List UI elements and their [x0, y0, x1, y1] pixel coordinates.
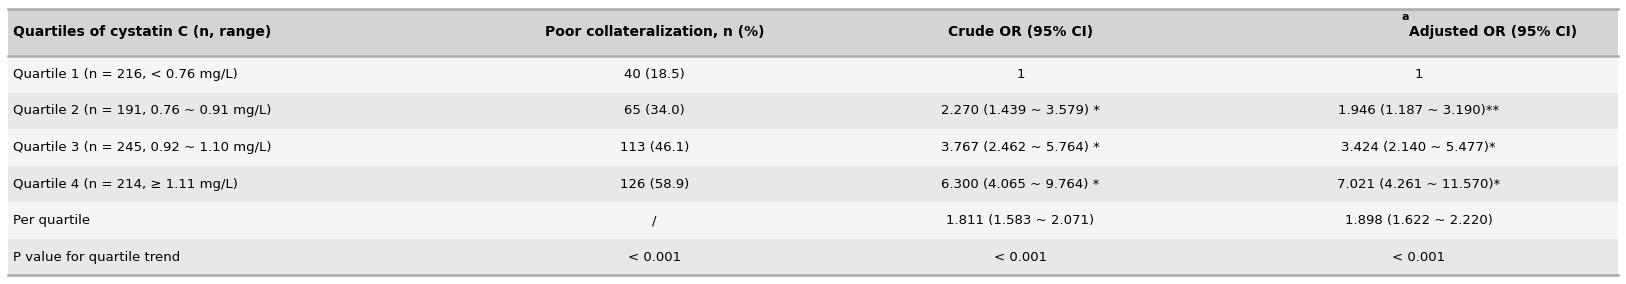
Text: 7.021 (4.261 ~ 11.570)*: 7.021 (4.261 ~ 11.570)* [1337, 178, 1501, 191]
Text: 40 (18.5): 40 (18.5) [624, 68, 685, 81]
Text: 2.270 (1.439 ~ 3.579) *: 2.270 (1.439 ~ 3.579) * [941, 105, 1099, 117]
Bar [8, 239, 1618, 275]
Text: < 0.001: < 0.001 [993, 251, 1047, 264]
Text: 1.946 (1.187 ~ 3.190)**: 1.946 (1.187 ~ 3.190)** [1338, 105, 1499, 117]
Text: /: / [652, 214, 657, 227]
Text: Adjusted OR (95% CI): Adjusted OR (95% CI) [1408, 25, 1577, 39]
Text: < 0.001: < 0.001 [628, 251, 681, 264]
Text: Quartile 1 (n = 216, < 0.76 mg/L): Quartile 1 (n = 216, < 0.76 mg/L) [13, 68, 237, 81]
Text: Crude OR (95% CI): Crude OR (95% CI) [948, 25, 1093, 39]
Text: 126 (58.9): 126 (58.9) [620, 178, 689, 191]
Text: 113 (46.1): 113 (46.1) [620, 141, 689, 154]
Text: Poor collateralization, n (%): Poor collateralization, n (%) [545, 25, 764, 39]
Text: a: a [1402, 12, 1408, 22]
Text: Quartile 3 (n = 245, 0.92 ~ 1.10 mg/L): Quartile 3 (n = 245, 0.92 ~ 1.10 mg/L) [13, 141, 272, 154]
Bar [8, 93, 1618, 129]
Text: 6.300 (4.065 ~ 9.764) *: 6.300 (4.065 ~ 9.764) * [941, 178, 1099, 191]
Bar [8, 129, 1618, 166]
Bar [8, 202, 1618, 239]
Bar [8, 166, 1618, 202]
Text: 1.811 (1.583 ~ 2.071): 1.811 (1.583 ~ 2.071) [946, 214, 1094, 227]
Text: 65 (34.0): 65 (34.0) [624, 105, 685, 117]
Text: Quartile 2 (n = 191, 0.76 ~ 0.91 mg/L): Quartile 2 (n = 191, 0.76 ~ 0.91 mg/L) [13, 105, 272, 117]
Text: < 0.001: < 0.001 [1392, 251, 1446, 264]
Bar [8, 56, 1618, 93]
Text: 1: 1 [1415, 68, 1423, 81]
Text: Quartile 4 (n = 214, ≥ 1.11 mg/L): Quartile 4 (n = 214, ≥ 1.11 mg/L) [13, 178, 237, 191]
Text: Per quartile: Per quartile [13, 214, 89, 227]
Text: Quartiles of cystatin C (n, range): Quartiles of cystatin C (n, range) [13, 25, 272, 39]
Text: 3.767 (2.462 ~ 5.764) *: 3.767 (2.462 ~ 5.764) * [941, 141, 1099, 154]
Text: 1: 1 [1016, 68, 1024, 81]
Bar [8, 9, 1618, 56]
Text: P value for quartile trend: P value for quartile trend [13, 251, 180, 264]
Text: 3.424 (2.140 ~ 5.477)*: 3.424 (2.140 ~ 5.477)* [1341, 141, 1496, 154]
Text: 1.898 (1.622 ~ 2.220): 1.898 (1.622 ~ 2.220) [1345, 214, 1493, 227]
